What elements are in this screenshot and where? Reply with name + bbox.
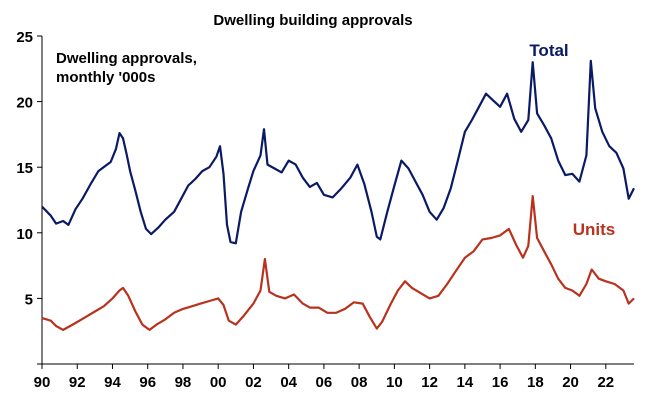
- annotation-line-2: monthly '000s: [56, 69, 155, 86]
- chart-annotation: Dwelling approvals, monthly '000s: [56, 50, 197, 86]
- x-tick-label: 16: [492, 374, 509, 391]
- x-tick-label: 90: [34, 374, 51, 391]
- x-tick-label: 94: [104, 374, 121, 391]
- x-tick-label: 02: [245, 374, 262, 391]
- x-tick-label: 14: [457, 374, 474, 391]
- y-tick-label: 20: [16, 95, 33, 112]
- x-tick-label: 04: [280, 374, 297, 391]
- series-line-total: [41, 59, 635, 245]
- y-tick-label: 5: [25, 291, 33, 308]
- x-tick-label: 10: [386, 374, 403, 391]
- x-tick-label: 22: [597, 374, 614, 391]
- y-tick-label: 15: [16, 160, 33, 177]
- series-lines: [41, 59, 635, 331]
- series-line-units: [41, 195, 635, 331]
- x-tick-label: 00: [210, 374, 227, 391]
- x-tick-label: 20: [562, 374, 579, 391]
- series-label-total: Total: [529, 41, 568, 60]
- series-labels: Total Units: [529, 41, 615, 239]
- y-tick-label: 25: [16, 29, 33, 46]
- y-tick-label: 10: [16, 226, 33, 243]
- annotation-line-1: Dwelling approvals,: [56, 50, 197, 67]
- x-tick-label: 12: [421, 374, 438, 391]
- x-tick-label: 92: [69, 374, 86, 391]
- axes: 5 10 15 20 25 90 92 94 96 98 00 02 04 06 08 10 12 14 16 18 2…: [16, 29, 634, 391]
- series-label-units: Units: [573, 220, 616, 239]
- x-tick-label: 98: [175, 374, 192, 391]
- x-tick-label: 06: [316, 374, 333, 391]
- x-tick-label: 18: [527, 374, 544, 391]
- x-tick-label: 96: [139, 374, 156, 391]
- x-tick-label: 08: [351, 374, 368, 391]
- chart-title: Dwelling building approvals: [213, 12, 412, 29]
